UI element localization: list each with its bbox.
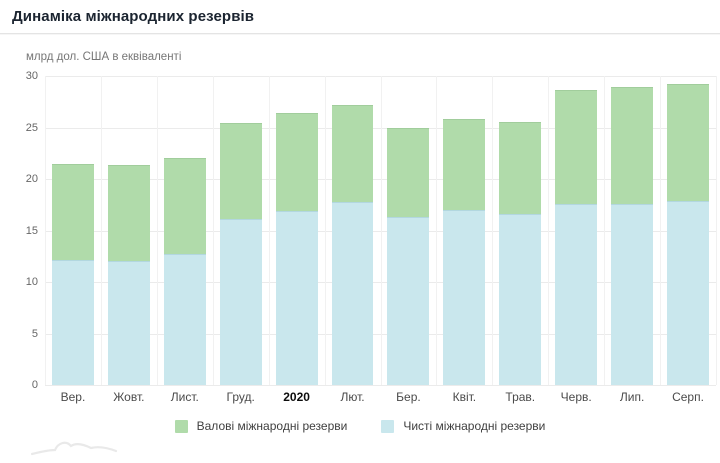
bar-group-Черв [548,76,604,385]
legend-label: Чисті міжнародні резерви [403,419,546,433]
x-axis-label: Квіт. [452,390,477,404]
bar-group-Трав [492,76,548,385]
header-divider [0,33,720,34]
net-bar-segment[interactable] [51,260,94,385]
gridline [45,76,46,385]
gross-reserves-swatch-icon [174,419,188,433]
y-axis-tick-label: 15 [25,224,38,237]
x-axis: Вер. Жовт. Лист. Груд. 2020 Лют. Бер. Квіт. Трав… [45,390,716,406]
bar-group-Жовт [101,76,157,385]
x-axis-label: Лист. [170,390,199,404]
net-bar-segment[interactable] [163,254,206,385]
x-axis-label: Черв. [560,390,592,404]
bar-group-Серп [660,76,716,385]
legend-item-gross-reserves[interactable]: Валові міжнародні резерви [174,419,348,433]
bar-group-Груд [213,76,269,385]
x-axis-label: 2020 [283,390,310,404]
y-axis-tick-label: 0 [31,379,38,391]
gridline [548,76,550,385]
gridline [100,76,102,385]
y-axis-tick-label: 30 [25,70,38,82]
gridline [380,76,382,385]
bar-group-Лип [604,76,660,385]
y-axis-tick-label: 5 [31,327,38,340]
gridline [324,76,326,385]
x-axis-label: Серп. [672,390,704,404]
watermark-squiggle [30,441,118,456]
net-bar-segment[interactable] [611,203,654,385]
bar-group-Квіт [436,76,492,385]
y-axis-tick-label: 25 [25,121,38,134]
x-axis-label: Бер. [396,390,421,404]
gridline [716,76,717,385]
net-bar-segment[interactable] [443,209,486,385]
chart-axis-unit-label: млрд дол. США в еквіваленті [26,51,182,63]
net-reserves-swatch-icon [381,419,395,433]
bar-group-2020 [269,76,325,385]
gridline [660,76,662,385]
net-bar-segment[interactable] [667,200,709,385]
gridline [436,76,438,385]
net-bar-segment[interactable] [499,214,542,385]
bar-group-Лист [157,76,213,385]
x-axis-label: Трав. [505,390,536,404]
gridline [492,76,494,385]
x-axis-label: Жовт. [113,390,145,404]
chart-legend: Валові міжнародні резерви Чисті міжнарод… [0,414,720,438]
x-axis-label: Лют. [340,390,365,404]
gridline [268,76,270,385]
plot-area [45,76,717,386]
gridline [212,76,214,385]
net-bar-segment[interactable] [107,261,150,385]
net-bar-segment[interactable] [387,217,430,385]
bar-group-Лют [325,76,381,385]
legend-item-net-reserves[interactable]: Чисті міжнародні резерви [381,419,545,433]
page-title: Динаміка міжнародних резервів [12,8,255,25]
y-axis-tick-label: 10 [25,276,38,288]
net-bar-segment[interactable] [219,219,262,385]
x-axis-label: Груд. [226,390,255,404]
gridline [604,76,606,385]
bar-group-Бер [381,76,437,385]
gridline [45,385,716,386]
bar-group-Вер [45,76,101,385]
net-bar-segment[interactable] [555,203,598,385]
x-axis-label: Вер. [60,390,86,404]
net-bar-segment[interactable] [331,201,374,385]
net-bar-segment[interactable] [275,210,318,385]
header: Динаміка міжнародних резервів [0,0,720,33]
legend-label: Валові міжнародні резерви [196,419,348,433]
gridline [156,76,158,385]
y-axis-tick-label: 20 [25,173,38,185]
x-axis-label: Лип. [619,390,645,404]
